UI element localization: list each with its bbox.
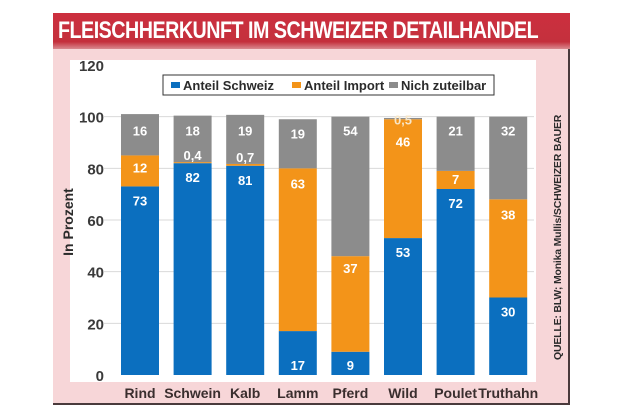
bar-kalb-nicht <box>226 114 265 164</box>
bar-schwein-schweiz <box>173 163 212 375</box>
bar-wild-import <box>384 119 422 239</box>
data-label: 37 <box>343 261 357 276</box>
legend-label: Anteil Schweiz <box>183 78 275 93</box>
x-tick-label: Truthahn <box>478 385 538 401</box>
title-bar <box>53 13 570 49</box>
bar-rind-nicht <box>121 114 159 156</box>
data-label: 21 <box>448 124 462 139</box>
y-tick-labels: 0 20 40 60 80 100 120 <box>79 58 104 385</box>
data-label: 0,5 <box>394 113 412 128</box>
bar-kalb-schweiz <box>226 165 265 375</box>
data-label: 46 <box>396 134 410 149</box>
bar-lamm-schweiz <box>278 331 317 375</box>
data-label: 9 <box>347 358 354 373</box>
bar-schwein-nicht <box>173 115 212 163</box>
legend-box <box>162 74 495 96</box>
x-tick-label: Wild <box>388 385 417 401</box>
data-label: 12 <box>133 160 147 175</box>
x-tick-label: Poulet <box>434 385 477 401</box>
data-label: 30 <box>501 305 515 320</box>
bar-kalb-import <box>226 163 265 166</box>
data-label: 82 <box>185 170 199 185</box>
data-label: 7 <box>452 172 459 187</box>
data-label: 72 <box>448 196 462 211</box>
bar-lamm-nicht <box>278 119 317 169</box>
legend-swatch <box>171 82 180 88</box>
y-tick-label: 100 <box>79 110 104 127</box>
bar-poulet-nicht <box>436 116 475 171</box>
bar-pferd-schweiz <box>331 351 370 375</box>
data-label: 54 <box>343 124 358 139</box>
data-label: 32 <box>501 124 515 139</box>
y-tick-label: 120 <box>79 58 104 75</box>
bar-schwein-import <box>173 162 212 164</box>
data-label: 38 <box>501 207 515 222</box>
bar-rind-import <box>121 155 159 187</box>
bars: 731216820,418810,7191763199375453460,572… <box>121 113 528 375</box>
legend-swatch <box>389 82 398 88</box>
data-label: 18 <box>185 124 199 139</box>
x-tick-labels: Rind Schwein Kalb Lamm Pferd Wild Poulet Trutha… <box>124 385 538 401</box>
y-tick-label: 20 <box>87 316 104 333</box>
x-tick-label: Schwein <box>164 385 221 401</box>
bar-wild-schweiz <box>384 238 422 375</box>
bar-lamm-import <box>278 168 317 332</box>
data-label: 0,7 <box>236 150 254 165</box>
data-label: 73 <box>133 193 147 208</box>
data-label: 81 <box>238 173 252 188</box>
x-tick-label: Kalb <box>230 385 260 401</box>
legend-label: Nich zuteilbar <box>401 78 486 93</box>
bar-poulet-schweiz <box>436 189 475 375</box>
x-tick-label: Lamm <box>277 385 318 401</box>
data-label: 19 <box>291 126 305 141</box>
bar-truthahn-schweiz <box>489 297 528 375</box>
bar-poulet-import <box>436 170 475 189</box>
y-axis-label: In Prozent <box>60 188 76 256</box>
bar-truthahn-import <box>489 199 528 298</box>
bar-pferd-import <box>331 256 370 352</box>
data-label: 63 <box>291 176 305 191</box>
y-tick-label: 0 <box>96 368 104 385</box>
data-label: 19 <box>238 124 252 139</box>
legend-label: Anteil Import <box>304 78 385 93</box>
bar-wild-nicht <box>384 117 422 120</box>
data-label: 16 <box>133 124 147 139</box>
y-tick-label: 40 <box>87 265 104 282</box>
bar-rind-schweiz <box>121 186 159 375</box>
chart-title: FLEISCHHERKUNFT IM SCHWEIZER DETAILHANDE… <box>58 17 539 44</box>
data-label: 0,4 <box>184 148 203 163</box>
bar-truthahn-nicht <box>489 116 528 200</box>
x-tick-label: Pferd <box>333 385 369 401</box>
x-tick-label: Rind <box>124 385 155 401</box>
y-tick-label: 60 <box>87 213 104 230</box>
legend-swatch <box>292 82 301 88</box>
y-tick-label: 80 <box>87 161 104 178</box>
legend: Anteil Schweiz Anteil Import Nich zuteilba… <box>162 74 495 96</box>
bar-pferd-nicht <box>331 116 370 257</box>
source-note: QUELLE: BLW; Monika Mullis/SCHWEIZER BAU… <box>552 114 564 360</box>
data-label: 53 <box>396 245 410 260</box>
data-label: 17 <box>291 358 305 373</box>
